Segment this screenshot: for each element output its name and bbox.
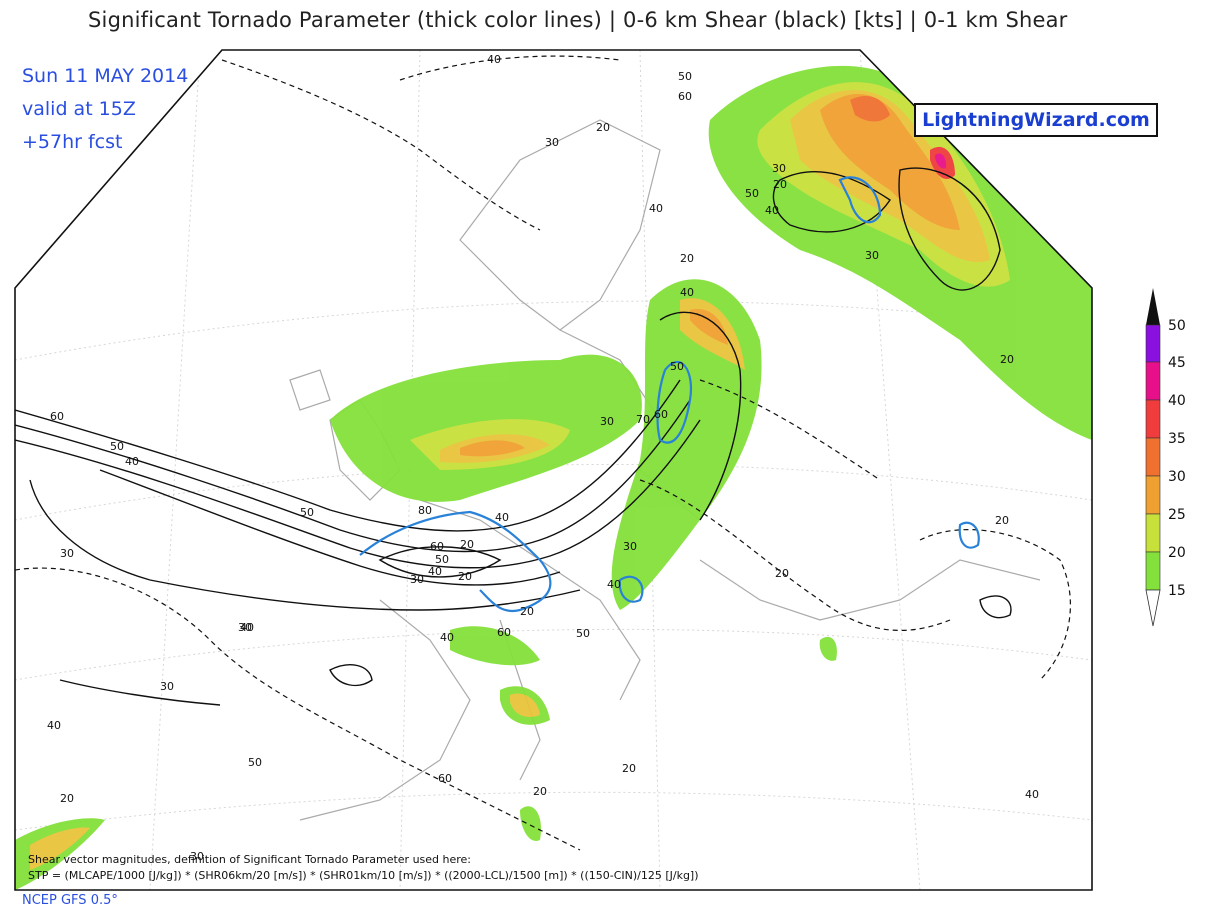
contour-label: 40: [487, 53, 501, 66]
lightningwizard-logo[interactable]: LightningWizard.com: [914, 103, 1158, 137]
contour-label: 30: [160, 680, 174, 693]
contour-label: 60: [654, 408, 668, 421]
contour-label: 40: [495, 511, 509, 524]
contour-label: 40: [649, 202, 663, 215]
contour-label: 50: [435, 553, 449, 566]
contour-label: 20: [520, 605, 534, 618]
contour-label: 40: [125, 455, 139, 468]
contour-label: 20: [533, 785, 547, 798]
legend-label-20: 20: [1168, 545, 1186, 561]
contour-label: 30: [600, 415, 614, 428]
legend-label-50: 50: [1168, 318, 1186, 334]
contour-label: 40: [428, 565, 442, 578]
contour-label: 20: [680, 252, 694, 265]
contour-label: 40: [440, 631, 454, 644]
contour-label: 60: [430, 540, 444, 553]
contour-label: 40: [680, 286, 694, 299]
contour-label: 80: [418, 504, 432, 517]
contour-label: 30: [545, 136, 559, 149]
legend-label-30: 30: [1168, 469, 1186, 485]
contour-label: 60: [50, 410, 64, 423]
contour-label: 20: [995, 514, 1009, 527]
contour-label: 50: [248, 756, 262, 769]
contour-label: 50: [110, 440, 124, 453]
contour-label: 20: [60, 792, 74, 805]
contour-label: 20: [622, 762, 636, 775]
contour-label: 30: [623, 540, 637, 553]
contour-label: 50: [670, 360, 684, 373]
contour-label: 30: [865, 249, 879, 262]
contour-label: 20: [775, 567, 789, 580]
contour-label: 20: [596, 121, 610, 134]
valid-time: valid at 15Z: [22, 98, 136, 120]
contour-label: 40: [765, 204, 779, 217]
contour-label: 50: [300, 506, 314, 519]
legend-label-25: 25: [1168, 507, 1186, 523]
contour-label: 40: [607, 578, 621, 591]
contour-label: 20: [460, 538, 474, 551]
contour-labels: 4050603020403020504030204050607080405060…: [47, 53, 1039, 863]
contour-label: 60: [678, 90, 692, 103]
legend-label-15: 15: [1168, 583, 1186, 599]
contour-label: 40: [47, 719, 61, 732]
forecast-hour: +57hr fcst: [22, 131, 123, 153]
contour-label: 60: [497, 626, 511, 639]
contour-label: 40: [1025, 788, 1039, 801]
contour-label: 50: [576, 627, 590, 640]
contour-label: 40: [240, 621, 254, 634]
contour-label: 30: [410, 573, 424, 586]
contour-label: 20: [458, 570, 472, 583]
legend-label-40: 40: [1168, 393, 1186, 409]
contour-label: 60: [438, 772, 452, 785]
contour-label: 50: [678, 70, 692, 83]
stp-shading: [15, 65, 1092, 890]
shear-note: Shear vector magnitudes, definition of S…: [28, 853, 472, 866]
legend-label-35: 35: [1168, 431, 1186, 447]
contour-label: 30: [190, 850, 204, 863]
contour-label: 70: [636, 413, 650, 426]
legend-label-45: 45: [1168, 355, 1186, 371]
stp-legend-bar: [1145, 288, 1161, 627]
contour-label: 20: [773, 178, 787, 191]
contour-label: 20: [1000, 353, 1014, 366]
contour-label: 30: [238, 621, 252, 634]
forecast-date: Sun 11 MAY 2014: [22, 65, 189, 87]
map-title: Significant Tornado Parameter (thick col…: [88, 8, 1068, 32]
contour-label: 30: [772, 162, 786, 175]
contour-label: 30: [60, 547, 74, 560]
model-source: NCEP GFS 0.5°: [22, 893, 118, 908]
contour-label: 50: [745, 187, 759, 200]
stp-formula: STP = (MLCAPE/1000 [J/kg]) * (SHR06km/20…: [28, 869, 699, 882]
